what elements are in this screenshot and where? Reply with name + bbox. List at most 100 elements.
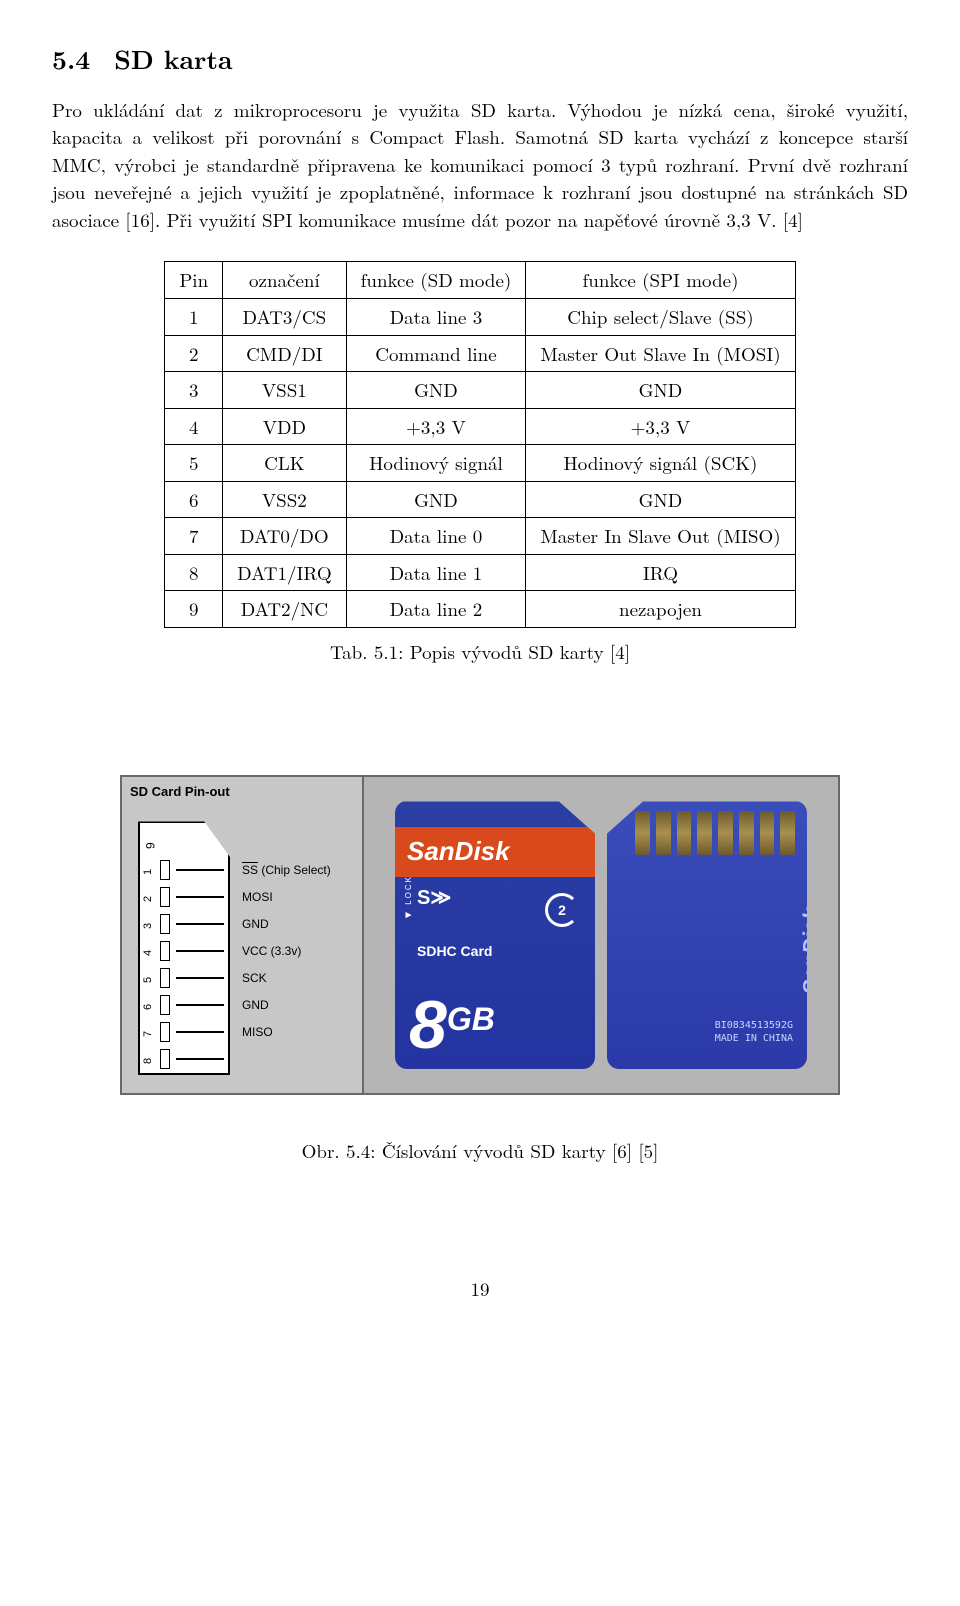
th-label: označení (223, 262, 346, 299)
sd-card-back: SanDisk BI0834513592G MADE IN CHINA (607, 801, 807, 1069)
table-row: 8DAT1/IRQData line 1IRQ (165, 554, 795, 591)
pin-number: 5 (141, 973, 157, 983)
pin-lead-icon (176, 923, 224, 925)
pin-number: 1 (141, 865, 157, 875)
pinout-label: SCK (242, 965, 331, 992)
serial-label: BI0834513592G MADE IN CHINA (715, 1019, 793, 1045)
pin-lead-icon (176, 1004, 224, 1006)
table-cell: DAT1/IRQ (223, 554, 346, 591)
table-cell: Master Out Slave In (MOSI) (526, 335, 795, 372)
pin-pad-icon (160, 887, 170, 907)
table-row: 3VSS1GNDGND (165, 372, 795, 409)
th-sd: funkce (SD mode) (346, 262, 526, 299)
pin-pad-icon (160, 1022, 170, 1042)
pin-number: 2 (141, 892, 157, 902)
figure: SD Card Pin-out 9 12345678 SS (Chip Sele… (120, 775, 840, 1165)
pin-lead-icon (176, 977, 224, 979)
table-cell: GND (526, 372, 795, 409)
table-cell: DAT3/CS (223, 298, 346, 335)
pinout-label: GND (242, 992, 331, 1019)
section-number: 5.4 (52, 40, 90, 77)
table-cell: Data line 0 (346, 518, 526, 555)
pin-pad-icon (160, 941, 170, 961)
table-cell: Command line (346, 335, 526, 372)
table-row: 9DAT2/NCData line 2nezapojen (165, 591, 795, 628)
table-cell: 9 (165, 591, 223, 628)
pin-pad-icon (160, 1049, 170, 1069)
table-cell: VDD (223, 408, 346, 445)
table-cell: DAT2/NC (223, 591, 346, 628)
table-cell: 8 (165, 554, 223, 591)
table-cell: GND (346, 481, 526, 518)
figure-caption: Obr. 5.4: Číslování vývodů SD karty [6] … (120, 1137, 840, 1165)
back-brand-label: SanDisk (796, 908, 807, 995)
pin-pad-icon (160, 914, 170, 934)
table-cell: 4 (165, 408, 223, 445)
table-row: 4VDD+3,3 V+3,3 V (165, 408, 795, 445)
pinout-diagram: SD Card Pin-out 9 12345678 SS (Chip Sele… (120, 775, 364, 1095)
table-cell: VSS1 (223, 372, 346, 409)
pin-number: 6 (141, 1000, 157, 1010)
table-cell: CMD/DI (223, 335, 346, 372)
pinout-label: VCC (3.3v) (242, 938, 331, 965)
table-row: 7DAT0/DOData line 0Master In Slave Out (… (165, 518, 795, 555)
pin-lead-icon (176, 1058, 224, 1060)
pinout-pin: 2 (144, 886, 224, 907)
pinout-pin: 1 (144, 859, 224, 880)
table-cell: 3 (165, 372, 223, 409)
sd-logo-icon: S≫ (417, 887, 451, 909)
pin-number: 8 (141, 1054, 157, 1064)
table-cell: CLK (223, 445, 346, 482)
pinout-label: GND (242, 911, 331, 938)
table-cell: +3,3 V (526, 408, 795, 445)
table-cell: VSS2 (223, 481, 346, 518)
table-cell: GND (526, 481, 795, 518)
section-heading: 5.4 SD karta (52, 40, 908, 78)
pinout-label: SS (Chip Select) (242, 857, 331, 884)
contact-pins-icon (635, 811, 795, 855)
table-cell: 7 (165, 518, 223, 555)
pinout-pin: 5 (144, 967, 224, 988)
table-cell: +3,3 V (346, 408, 526, 445)
pinout-label: MISO (242, 1019, 331, 1046)
pin-pad-icon (160, 968, 170, 988)
pin-pad-icon (160, 995, 170, 1015)
table-row: 1DAT3/CSData line 3Chip select/Slave (SS… (165, 298, 795, 335)
th-pin: Pin (165, 262, 223, 299)
table-cell: 1 (165, 298, 223, 335)
pinout-label: MOSI (242, 884, 331, 911)
table-cell: Data line 3 (346, 298, 526, 335)
table-header-row: Pin označení funkce (SD mode) funkce (SP… (165, 262, 795, 299)
table-cell: Data line 2 (346, 591, 526, 628)
pin-lead-icon (176, 950, 224, 952)
table-row: 2CMD/DICommand lineMaster Out Slave In (… (165, 335, 795, 372)
pinout-pin: 3 (144, 913, 224, 934)
lock-label: ◀ LOCK (403, 875, 415, 920)
table-cell: GND (346, 372, 526, 409)
table-cell: nezapojen (526, 591, 795, 628)
pin-pad-icon (160, 860, 170, 880)
table-cell: 6 (165, 481, 223, 518)
table-cell: 2 (165, 335, 223, 372)
sd-card-photo: SanDisk ◀ LOCK S≫ 2 SDHC Card 8GB SanDis… (364, 775, 840, 1095)
table-row: 5CLKHodinový signálHodinový signál (SCK) (165, 445, 795, 482)
pinout-pin: 4 (144, 940, 224, 961)
pin-lead-icon (176, 869, 224, 871)
pin-number: 3 (141, 919, 157, 929)
pin-number: 4 (141, 946, 157, 956)
table-cell: Hodinový signál (SCK) (526, 445, 795, 482)
brand-label: SanDisk (395, 827, 595, 877)
sd-card-front: SanDisk ◀ LOCK S≫ 2 SDHC Card 8GB (395, 801, 595, 1069)
table-cell: 5 (165, 445, 223, 482)
pin-table: Pin označení funkce (SD mode) funkce (SP… (164, 261, 795, 627)
section-title: SD karta (114, 40, 232, 77)
table-caption: Tab. 5.1: Popis vývodů SD karty [4] (52, 638, 908, 666)
sdhc-label: SDHC Card (417, 941, 492, 961)
th-spi: funkce (SPI mode) (526, 262, 795, 299)
pinout-pin: 8 (144, 1048, 224, 1069)
pin-lead-icon (176, 1031, 224, 1033)
pin-number: 7 (141, 1027, 157, 1037)
table-cell: IRQ (526, 554, 795, 591)
pinout-pin: 6 (144, 994, 224, 1015)
table-row: 6VSS2GNDGND (165, 481, 795, 518)
